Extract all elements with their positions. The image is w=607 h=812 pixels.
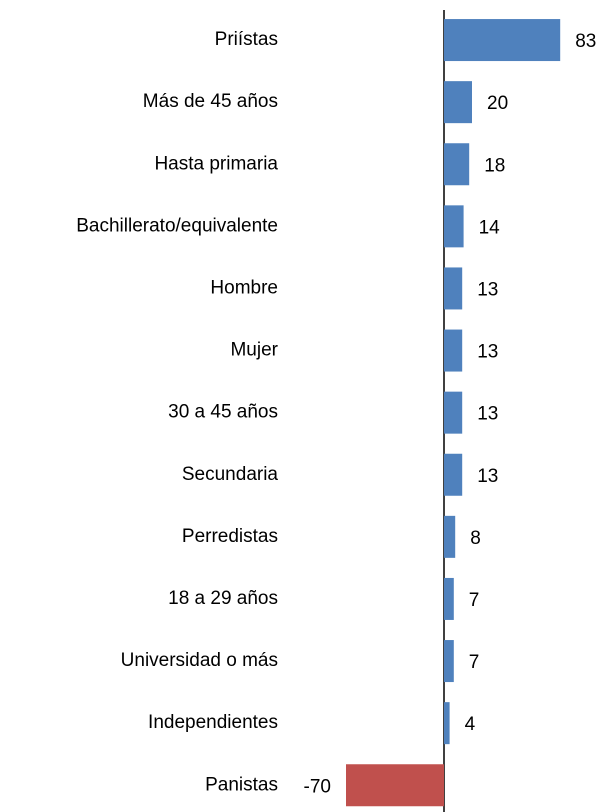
category-label: Perredistas xyxy=(182,526,278,547)
category-label: Universidad o más xyxy=(121,650,278,671)
category-label: Mujer xyxy=(230,340,278,361)
category-label: 30 a 45 años xyxy=(168,402,278,423)
category-label: Hasta primaria xyxy=(154,153,278,174)
value-label: 7 xyxy=(469,590,480,611)
value-label: 13 xyxy=(477,404,498,425)
value-label: 8 xyxy=(470,528,481,549)
bar xyxy=(346,764,444,807)
value-label: 13 xyxy=(477,466,498,487)
bar xyxy=(444,81,472,124)
value-label: 13 xyxy=(477,279,498,300)
category-label: Independientes xyxy=(148,712,278,733)
category-label: Más de 45 años xyxy=(143,91,278,112)
bar xyxy=(444,205,464,248)
category-label: Hombre xyxy=(210,277,278,298)
value-label: 13 xyxy=(477,342,498,363)
category-label: Bachillerato/equivalente xyxy=(76,215,278,236)
category-label: Secundaria xyxy=(182,464,279,485)
bar xyxy=(444,143,470,186)
value-label: 14 xyxy=(479,217,501,238)
bar xyxy=(444,640,454,683)
bar xyxy=(444,267,463,310)
bar xyxy=(444,515,456,558)
bar xyxy=(444,391,463,434)
bar xyxy=(444,702,450,745)
value-label: 4 xyxy=(465,714,476,735)
bar xyxy=(444,453,463,496)
category-label: 18 a 29 años xyxy=(168,588,278,609)
value-label: 83 xyxy=(575,31,596,52)
value-label: 18 xyxy=(484,155,505,176)
value-label: 20 xyxy=(487,93,508,114)
category-label: Priístas xyxy=(215,29,278,50)
bar xyxy=(444,329,463,372)
value-label: -70 xyxy=(304,776,331,797)
bar xyxy=(444,19,561,62)
value-label: 7 xyxy=(469,652,480,673)
bar xyxy=(444,577,454,620)
category-label: Panistas xyxy=(205,774,278,795)
